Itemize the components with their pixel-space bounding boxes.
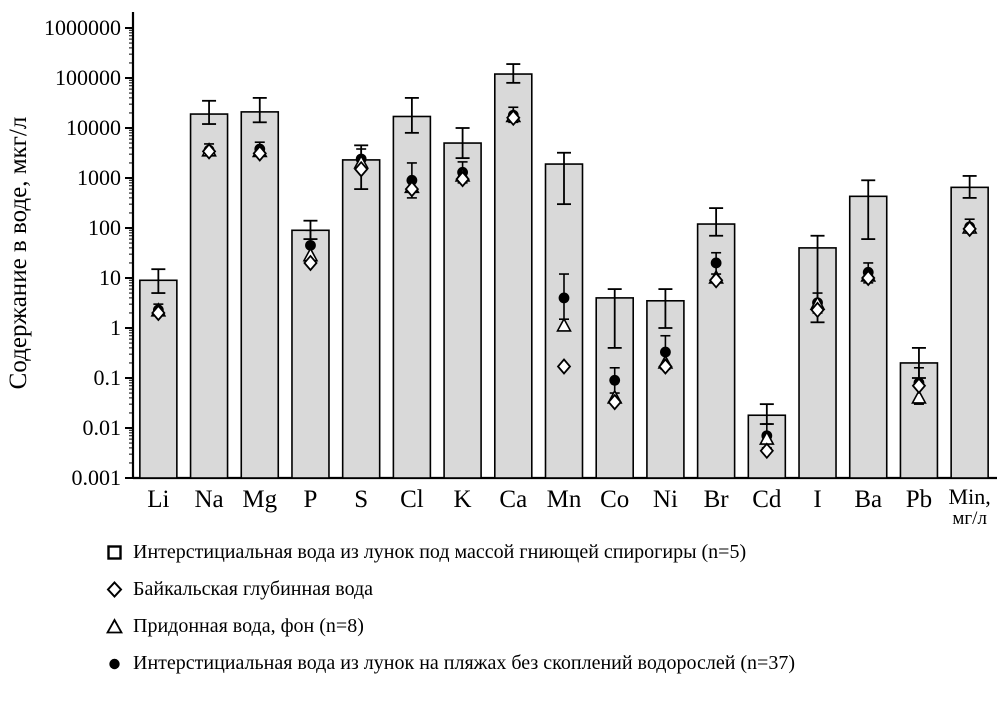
x-tick-label: Ba [854, 486, 882, 513]
point-diamond [303, 254, 318, 272]
x-tick-label: I [813, 486, 821, 513]
bar-K [443, 142, 482, 479]
bar-S [341, 159, 381, 479]
x-tick-labels: Li Na Mg P S Cl K Ca Mn Co Ni Br Cd I Ba Pb Min,мг/л [147, 484, 990, 529]
x-tick-label: Na [194, 486, 223, 513]
bar-Ni [646, 299, 685, 479]
y-tick-label: 1 [110, 315, 121, 340]
x-tick-label: S [354, 486, 368, 513]
point-circle [609, 374, 621, 386]
y-tick-label: 1000000 [44, 15, 121, 40]
x-tick-label: Mg [242, 486, 277, 513]
point-diamond [506, 109, 521, 127]
x-tick-label: Min, [949, 484, 991, 509]
x-tick-label: Ca [499, 486, 527, 513]
legend-marker-circle-icon [109, 658, 120, 670]
point-triangle [911, 389, 927, 404]
x-tick-label: Mn [547, 486, 582, 513]
x-tick-label: P [304, 486, 318, 513]
y-tick-label: 100 [88, 215, 121, 240]
y-tick-label: 0.01 [83, 415, 122, 440]
legend-item-interstitial-beaches: Интерстициальная вода из лунок на пляжах… [106, 651, 1008, 676]
x-tick-label: Pb [906, 486, 932, 513]
x-tick-label-line2: мг/л [952, 508, 987, 529]
point-circle [660, 346, 671, 358]
legend-marker-square-icon [107, 545, 122, 560]
points-diamond-series [151, 109, 977, 460]
y-axis-title: Содержание в воде, мкг/л [5, 117, 32, 390]
chart-legend: Интерстициальная вода из лунок под массо… [0, 540, 1008, 676]
x-tick-label: Ni [653, 486, 678, 513]
y-tick-label: 1000 [77, 165, 121, 190]
point-diamond [353, 160, 369, 178]
legend-item-bottom-water-background: Придонная вода, фон (n=8) [106, 614, 1008, 639]
concentration-chart-figure: Содержание в воде, мкг/л 0.001 0.01 0.1 1 10… [0, 12, 1008, 676]
y-tick-label: 10 [99, 265, 121, 290]
x-tick-label: Br [704, 486, 730, 513]
bar-Na [189, 113, 229, 479]
point-diamond [455, 170, 470, 188]
y-axis-ticks: 0.001 0.01 0.1 1 10 100 1000 10000 100000 1000000 [44, 15, 133, 490]
point-diamond [404, 180, 420, 198]
legend-item-interstitial-spirogyra: Интерстициальная вода из лунок под массо… [106, 540, 1008, 565]
chart-canvas: Содержание в воде, мкг/л 0.001 0.01 0.1 1 10… [5, 12, 997, 529]
point-diamond [962, 220, 977, 238]
bar-Pb [899, 362, 939, 479]
legend-label: Интерстициальная вода из лунок под массо… [133, 541, 747, 563]
x-tick-label: Cd [752, 486, 782, 513]
point-diamond [708, 271, 724, 289]
legend-label: Байкальская глубинная вода [133, 578, 374, 600]
point-diamond [759, 442, 775, 460]
point-diamond [810, 301, 825, 319]
point-diamond [911, 377, 927, 395]
bar-Ca [493, 73, 533, 479]
point-circle [558, 292, 570, 304]
point-circle [305, 239, 316, 251]
y-tick-label: 100000 [55, 65, 121, 90]
point-diamond [861, 269, 876, 287]
x-tick-label: Cl [400, 486, 424, 513]
point-circle [710, 257, 722, 269]
y-tick-label: 0.1 [94, 365, 122, 390]
point-diamond [607, 393, 622, 411]
x-tick-label: K [454, 486, 472, 513]
point-diamond [252, 145, 267, 162]
point-triangle [556, 317, 572, 332]
point-diamond [201, 143, 217, 160]
x-tick-label: Li [147, 486, 169, 513]
point-diamond [151, 304, 166, 322]
point-diamond [658, 358, 673, 375]
x-tick-label: Co [600, 486, 629, 513]
legend-marker-triangle-icon [106, 618, 123, 634]
legend-item-baikal-deep-water: Байкальская глубинная вода [106, 577, 1008, 602]
bar-P [291, 229, 330, 479]
bar-Mg [240, 111, 280, 479]
legend-label: Интерстициальная вода из лунок на пляжах… [133, 652, 795, 674]
legend-marker-diamond-icon [106, 581, 123, 598]
y-tick-label: 0.001 [72, 465, 122, 490]
point-diamond [556, 358, 572, 375]
y-tick-label: 10000 [66, 115, 121, 140]
legend-label: Придонная вода, фон (n=8) [133, 615, 364, 637]
bars [139, 73, 989, 479]
